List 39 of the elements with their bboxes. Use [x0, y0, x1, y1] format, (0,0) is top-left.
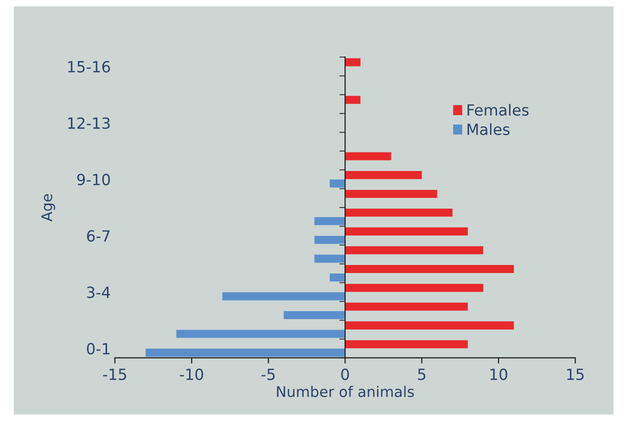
bar — [146, 348, 346, 357]
x-tick-label: -5 — [261, 368, 275, 380]
y-tick-label: 12-13 — [68, 117, 110, 129]
y-tick-label: 0-1 — [86, 342, 110, 354]
bar — [345, 58, 360, 66]
y-tick-label: 3-4 — [87, 286, 110, 298]
bar — [330, 179, 346, 188]
bar — [345, 340, 468, 348]
bar — [314, 236, 346, 244]
bar — [345, 208, 452, 217]
x-tick-label: 0 — [341, 368, 349, 380]
x-axis-title: Number of animals — [277, 386, 414, 398]
x-tick-label: 5 — [418, 368, 426, 380]
bar — [345, 265, 514, 274]
bar — [345, 246, 484, 254]
bar — [345, 152, 392, 160]
bar — [222, 292, 346, 300]
bar — [345, 302, 468, 311]
bar — [176, 330, 346, 338]
bar — [314, 254, 346, 263]
bar — [345, 227, 468, 236]
legend-label: Males — [468, 123, 510, 136]
y-tick-label: 6-7 — [87, 230, 110, 242]
y-axis-title: Age — [41, 194, 56, 222]
bar — [345, 321, 514, 330]
x-tick-label: 10 — [490, 368, 508, 380]
x-tick-label: -15 — [103, 368, 126, 380]
bar — [345, 171, 422, 180]
bar — [314, 217, 346, 226]
x-tick-label: -10 — [180, 368, 204, 380]
bar — [330, 273, 346, 282]
y-tick-label: 15-16 — [68, 60, 110, 73]
legend-label: Females — [468, 104, 529, 116]
bar — [345, 190, 438, 198]
y-tick-label: 9-10 — [77, 174, 110, 186]
bar — [284, 311, 346, 320]
x-tick-label: 15 — [567, 368, 584, 380]
bar — [345, 96, 360, 104]
bar — [345, 284, 484, 292]
